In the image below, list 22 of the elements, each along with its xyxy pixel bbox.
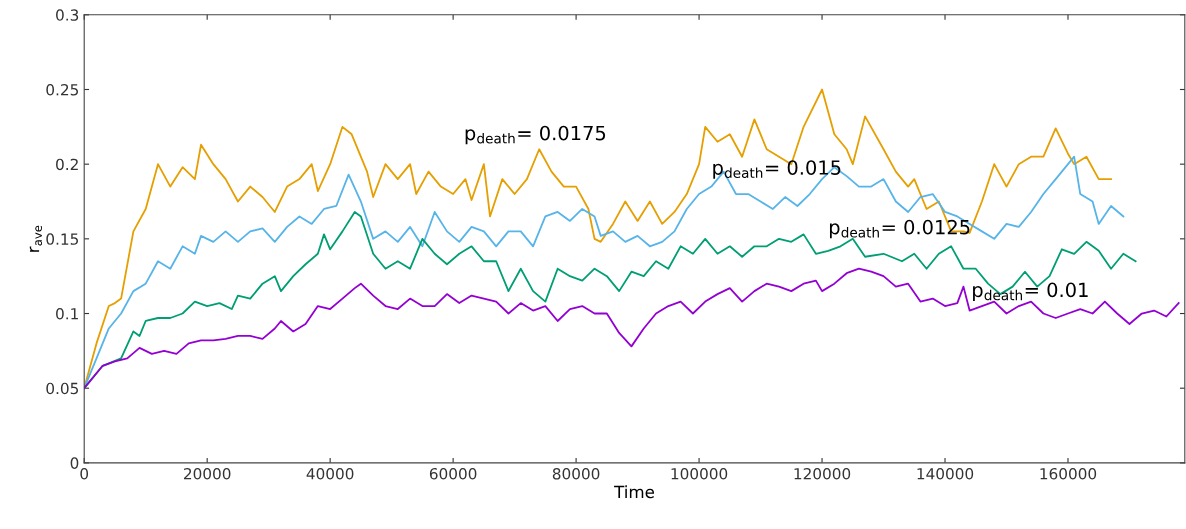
x-tick-label: 140000 — [917, 468, 974, 480]
y-tick-label: 0.15 — [46, 233, 79, 245]
x-tick-label: 0 — [80, 468, 89, 480]
line-series — [84, 267, 1180, 390]
y-tick-label: 0.05 — [46, 382, 79, 395]
y-tick-label: 0.2 — [56, 158, 78, 171]
x-tick-label: 60000 — [429, 468, 477, 480]
x-tick-label: 40000 — [306, 468, 354, 480]
x-tick-label: 20000 — [184, 468, 231, 480]
y-tick-label: 0 — [70, 457, 79, 469]
x-axis-title: Time — [614, 485, 655, 499]
y-tick-label: 0.25 — [46, 83, 79, 96]
x-tick-label: 120000 — [794, 468, 851, 480]
y-axis-title: r$_{ave}$ — [29, 225, 42, 252]
y-tick-label: 0.3 — [56, 9, 79, 21]
y-tick-label: 0.1 — [56, 307, 78, 320]
x-tick-label: 160000 — [1040, 468, 1097, 480]
x-tick-label: 80000 — [552, 468, 600, 480]
annotation: p$_{death}$= 0.015 — [713, 160, 841, 179]
annotation: p$_{death}$= 0.01 — [973, 282, 1088, 301]
x-tick-label: 100000 — [671, 468, 728, 480]
annotation: p$_{death}$= 0.0175 — [465, 125, 606, 145]
